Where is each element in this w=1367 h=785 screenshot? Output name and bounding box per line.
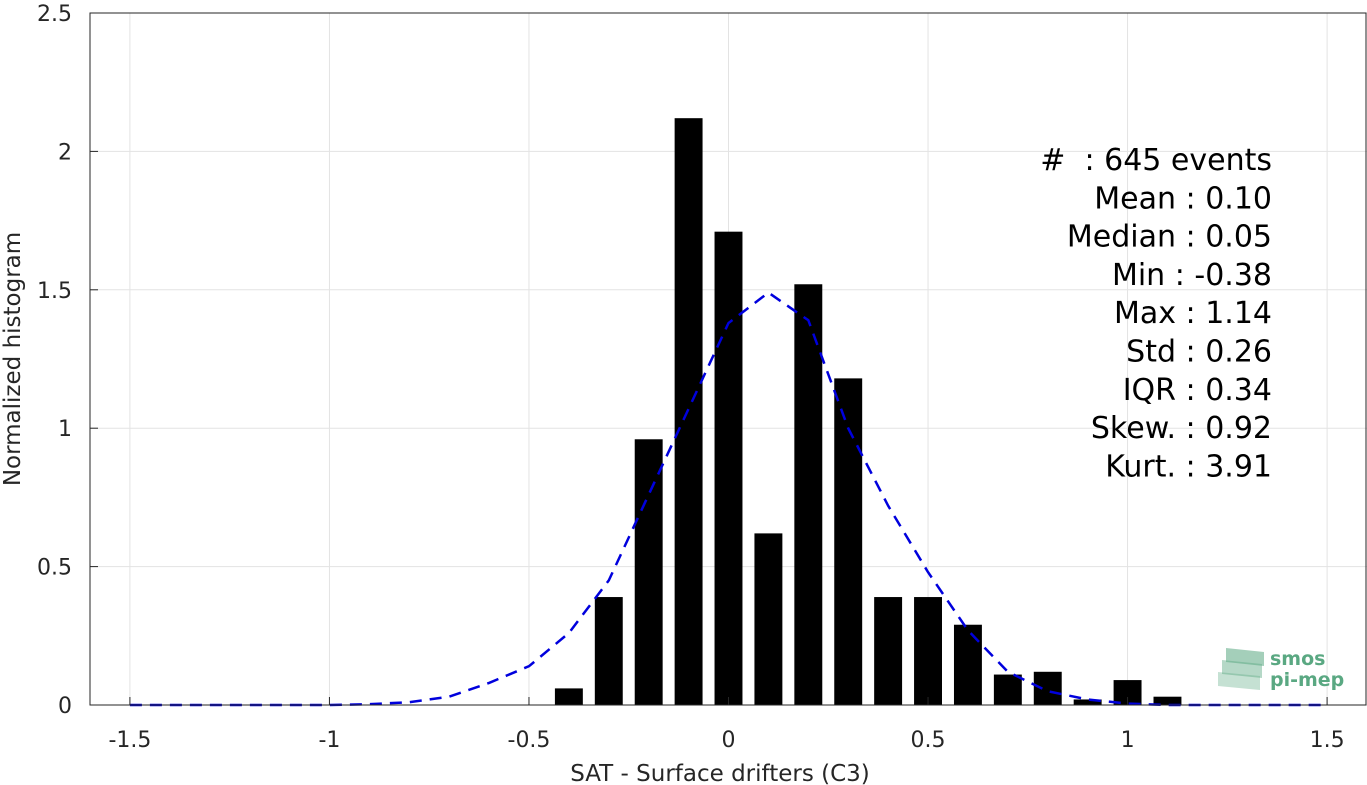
axis-ticks: -1.5 -1 -0.5 0 0.5 1 1.5 0 0.5 1 1.5 2 2.5 xyxy=(37,2,1345,753)
stats-line: Min : -0.38 xyxy=(1112,258,1272,293)
logo-text-smos: smos xyxy=(1270,648,1325,670)
fit-curve-line xyxy=(129,291,1328,707)
histogram-bar xyxy=(1153,696,1182,705)
x-tick-label: 0 xyxy=(722,728,736,753)
x-tick-label: 1.5 xyxy=(1310,728,1345,753)
histogram-bar xyxy=(634,439,663,705)
x-axis-label: SAT - Surface drifters (C3) xyxy=(570,761,870,785)
x-tick-label: -1.5 xyxy=(108,728,151,753)
stats-line: Skew. : 0.92 xyxy=(1091,411,1272,446)
stats-line: IQR : 0.34 xyxy=(1123,373,1272,408)
y-tick-label: 2 xyxy=(58,140,72,165)
bar-series xyxy=(554,118,1182,705)
y-axis-label: Normalized histogram xyxy=(0,232,26,486)
x-tick-label: 0.5 xyxy=(911,728,946,753)
histogram-bar xyxy=(794,284,823,705)
stats-line: Max : 1.14 xyxy=(1114,296,1272,331)
histogram-bar xyxy=(1073,699,1102,705)
histogram-bar xyxy=(953,624,982,705)
stats-line: # : 645 events xyxy=(1040,143,1272,178)
stats-line: Median : 0.05 xyxy=(1067,220,1272,255)
stats-line: Std : 0.26 xyxy=(1126,335,1272,370)
smos-pi-mep-logo: smos pi-mep xyxy=(1218,648,1344,691)
stats-line: Kurt. : 3.91 xyxy=(1105,449,1272,484)
x-tick-label: -1 xyxy=(318,728,340,753)
histogram-bar xyxy=(993,674,1022,705)
x-tick-label: 1 xyxy=(1121,728,1135,753)
y-tick-label: 0 xyxy=(58,694,72,719)
histogram-bar xyxy=(874,597,903,705)
y-tick-label: 0.5 xyxy=(37,556,72,581)
logo-layers-icon xyxy=(1218,648,1264,690)
histogram-bar xyxy=(594,597,623,705)
histogram-bar xyxy=(1033,671,1062,705)
logo-text-pi-mep: pi-mep xyxy=(1270,669,1344,691)
histogram-bar xyxy=(754,533,783,705)
y-tick-label: 1 xyxy=(58,417,72,442)
y-tick-label: 1.5 xyxy=(37,279,72,304)
stats-line: Mean : 0.10 xyxy=(1094,181,1272,216)
histogram-bar xyxy=(914,597,942,705)
histogram-bar xyxy=(714,231,743,705)
histogram-bar xyxy=(834,378,863,705)
y-tick-label: 2.5 xyxy=(37,2,72,27)
histogram-bar xyxy=(554,688,583,705)
fit-curve-layer xyxy=(129,291,1328,707)
x-tick-label: -0.5 xyxy=(508,728,551,753)
